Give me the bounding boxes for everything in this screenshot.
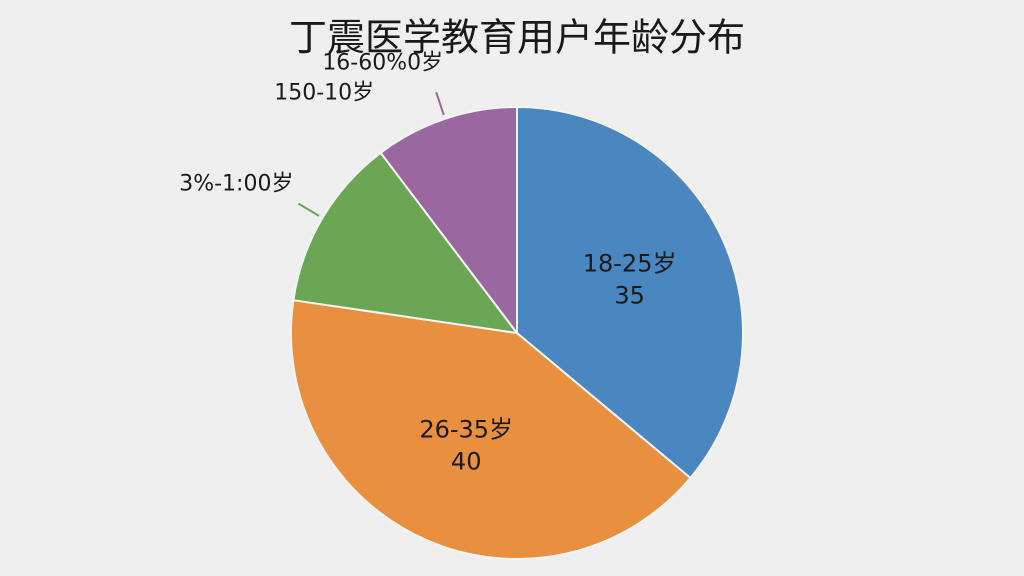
slice-label: 26-35岁: [419, 415, 513, 443]
slice-label: 16-60%0岁: [322, 50, 443, 75]
leader-line: [435, 91, 445, 116]
pie-slice: [290, 299, 692, 560]
annotation: 150-10岁: [274, 80, 374, 105]
value-label: 40: [451, 447, 482, 475]
chart-title: 丁震医学教育用户年龄分布: [289, 16, 745, 60]
slice-label: 18-25岁: [583, 249, 677, 277]
pie-slice: [516, 105, 744, 480]
slice-label: 3%-1:00岁: [179, 171, 293, 196]
leader-line: [297, 202, 320, 217]
pie-slice: [292, 151, 520, 335]
value-label: 35: [614, 281, 645, 309]
pie-slice: [379, 105, 518, 336]
